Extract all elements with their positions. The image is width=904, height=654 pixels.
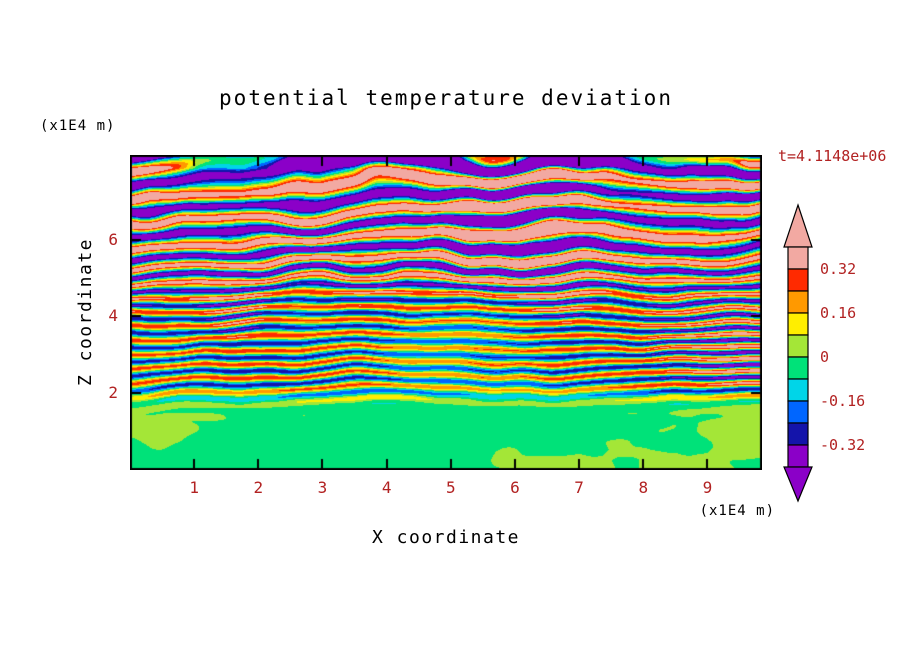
z-axis-unit-label: (x1E4 m) (40, 118, 116, 134)
colorbar-segment (787, 334, 809, 358)
contour-field-canvas (130, 155, 762, 470)
z-tick-label: 2 (108, 383, 118, 403)
colorbar-tick-label: 0.16 (820, 304, 857, 322)
colorbar-tick-label: 0.32 (820, 260, 857, 278)
x-axis-title: X coordinate (371, 527, 521, 548)
colorbar-svg (783, 203, 813, 503)
x-tick-label: 6 (510, 478, 520, 497)
colorbar-segment (787, 400, 809, 424)
colorbar-segment (787, 444, 809, 468)
colorbar-segment (787, 268, 809, 292)
x-tick-label: 2 (253, 478, 264, 497)
x-tick-label: 1 (189, 478, 199, 497)
plot-title: potential temperature deviation (219, 86, 673, 110)
x-tick-label: 8 (638, 478, 649, 497)
colorbar-segment (787, 356, 809, 380)
colorbar-segment (787, 422, 809, 446)
colorbar-tick-label: -0.16 (820, 392, 866, 410)
colorbar-top-arrow (783, 203, 813, 248)
x-tick-label: 3 (317, 478, 328, 497)
x-tick-label: 5 (445, 478, 456, 497)
x-tick-label: 4 (381, 478, 392, 497)
x-tick-label: 7 (574, 478, 584, 497)
z-tick-label: 6 (108, 229, 118, 249)
colorbar-segment (787, 246, 809, 270)
colorbar (781, 203, 815, 505)
x-axis-unit-label: (x1E4 m) (699, 503, 775, 519)
colorbar-segment (787, 312, 809, 336)
time-annotation: t=4.1148e+06 (778, 147, 887, 165)
colorbar-segment (787, 290, 809, 314)
z-tick-label: 4 (108, 306, 118, 326)
x-tick-label: 9 (702, 478, 713, 497)
colorbar-bottom-arrow (783, 466, 813, 503)
colorbar-tick-label: -0.32 (820, 436, 866, 454)
colorbar-tick-label: 0 (820, 348, 830, 366)
colorbar-segment (787, 378, 809, 402)
